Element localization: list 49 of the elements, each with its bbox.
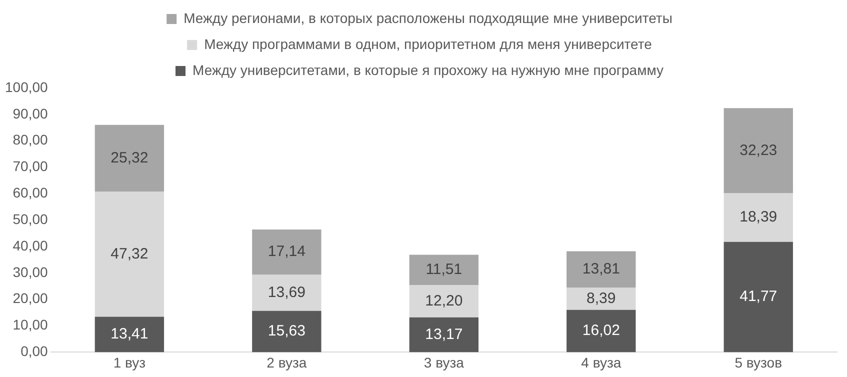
y-tick-label: 80,00 [12,132,48,148]
bar [94,124,164,192]
bar [252,274,322,311]
bar [252,310,322,352]
x-tick-label: 3 вуза [424,354,464,370]
bar [724,193,793,242]
y-tick-label: 90,00 [12,105,48,122]
y-tick-label: 50,00 [12,210,48,227]
y-tick-label: 100,00 [4,78,48,95]
y-tick-label: 70,00 [12,158,48,174]
data-label: 41,77 [740,288,778,306]
bar [94,316,164,352]
bar [409,285,478,318]
bar [94,192,164,317]
bar [252,229,322,275]
legend-label: Между университетами, в которые я прохожу на нужную мне программу [192,62,664,78]
x-tick-label: 5 вузов [734,354,782,370]
bar [566,288,636,310]
y-tick-label: 10,00 [12,316,48,333]
data-label: 13,17 [425,326,463,343]
y-tick-label: 30,00 [12,264,48,280]
data-label: 13,69 [268,284,306,301]
data-label: 13,41 [110,326,148,343]
bar [566,310,636,352]
data-label: 8,39 [586,290,616,307]
legend-label: Между регионами, в которых расположены подходящие мне университеты [184,10,672,26]
data-label: 18,39 [740,208,778,226]
data-label: 11,51 [426,261,462,278]
data-label: 32,23 [740,142,778,159]
data-label: 25,32 [110,149,148,166]
legend-label: Между программами в одном, приоритетном для меня университете [204,36,652,52]
y-tick-label: 60,00 [12,184,48,201]
data-label: 15,63 [268,322,306,340]
bar [409,317,478,352]
data-label: 12,20 [425,292,463,310]
data-label: 13,81 [582,260,620,278]
data-label: 47,32 [110,245,148,262]
bar [724,108,793,194]
x-tick-label: 1 вуз [113,354,146,370]
bar [724,242,793,352]
data-label: 16,02 [582,322,620,340]
x-tick-label: 4 вуза [581,354,622,370]
y-tick-label: 20,00 [12,290,48,306]
y-tick-label: 0,00 [20,343,48,360]
bar [566,251,636,288]
bar [409,254,478,286]
data-label: 17,14 [268,243,306,260]
x-tick-label: 2 вуза [266,354,307,370]
y-tick-label: 40,00 [12,237,48,254]
